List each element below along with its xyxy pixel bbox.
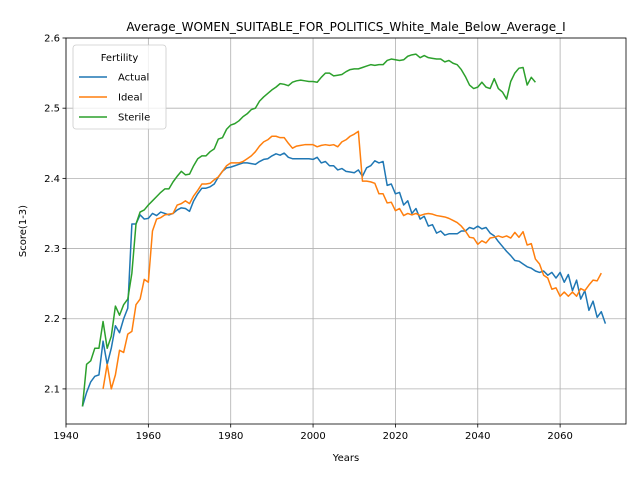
x-tick-label: 2060 — [547, 431, 572, 442]
x-tick-label: 2040 — [465, 431, 490, 442]
y-axis-label: Score(1-3) — [18, 205, 29, 257]
series-line-ideal — [102, 130, 602, 390]
y-tick-label: 2.5 — [44, 104, 60, 115]
y-tick-label: 2.4 — [44, 174, 60, 185]
legend-label-sterile: Sterile — [118, 113, 150, 124]
x-tick-label: 2000 — [300, 431, 325, 442]
legend: Fertility Actual Ideal Sterile — [72, 44, 167, 130]
plot-frame — [65, 37, 627, 425]
x-tick-label: 1980 — [218, 431, 243, 442]
x-tick-label: 1940 — [53, 431, 78, 442]
legend-title: Fertility — [101, 53, 139, 64]
x-axis-label: Years — [332, 453, 359, 464]
legend-label-actual: Actual — [118, 73, 149, 84]
x-tick-label: 2020 — [383, 431, 408, 442]
legend-entries: Actual Ideal Sterile — [79, 73, 150, 124]
legend-label-ideal: Ideal — [118, 93, 142, 104]
y-tick-label: 2.1 — [44, 384, 60, 395]
y-tick-label: 2.2 — [44, 314, 60, 325]
axis-ticks: 1940 1960 1980 2000 2020 2040 2060 2.1 2.2 2.3 2.4… — [44, 34, 573, 443]
y-tick-label: 2.3 — [44, 244, 60, 255]
x-tick-label: 1960 — [136, 431, 161, 442]
legend-box — [72, 44, 167, 130]
series-lines — [81, 53, 607, 407]
y-tick-label: 2.6 — [44, 34, 60, 45]
chart-title: Average_WOMEN_SUITABLE_FOR_POLITICS_Whit… — [126, 20, 565, 34]
series-line-sterile — [81, 53, 536, 407]
